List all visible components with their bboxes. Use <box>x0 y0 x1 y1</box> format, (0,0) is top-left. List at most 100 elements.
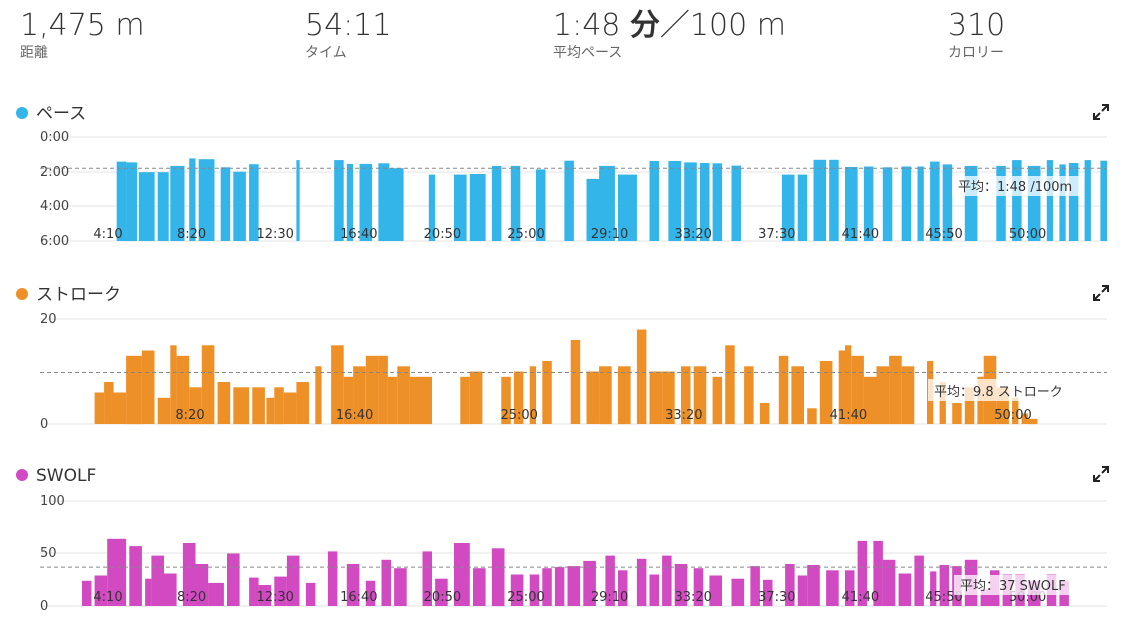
data-bar <box>1100 160 1107 241</box>
data-bar <box>387 168 404 241</box>
data-bar <box>750 566 760 606</box>
x-tick-label: 16:40 <box>340 590 377 605</box>
x-tick-label: 12:30 <box>256 590 293 605</box>
expand-icon[interactable] <box>1093 466 1109 482</box>
data-bar <box>274 387 284 425</box>
data-bar <box>182 543 196 606</box>
data-bar <box>807 565 820 606</box>
data-bar <box>529 574 540 606</box>
expand-icon[interactable] <box>1093 285 1109 301</box>
stat-calories-value: 310 <box>948 8 1006 43</box>
y-tick-label: 0:00 <box>40 130 69 145</box>
stat-pace-value: 1:48 分／100 m <box>553 8 786 44</box>
data-bar <box>397 366 410 425</box>
data-bar <box>930 571 937 606</box>
data-bar <box>126 162 138 241</box>
average-label-box <box>954 575 1082 595</box>
data-bar <box>797 174 808 241</box>
data-bar <box>378 163 390 241</box>
x-tick-label: 37:30 <box>758 590 795 605</box>
data-bar <box>759 403 770 424</box>
data-bar <box>145 578 152 606</box>
data-bar <box>649 574 659 606</box>
data-bar <box>274 576 287 606</box>
y-tick-label: 20 <box>40 312 57 327</box>
data-bar <box>1046 160 1054 241</box>
x-tick-label: 20:50 <box>424 227 461 242</box>
data-bar <box>583 560 596 606</box>
x-tick-label: 29:10 <box>591 590 628 605</box>
data-bar <box>618 174 637 241</box>
data-bar <box>189 387 202 425</box>
x-tick-label: 41:40 <box>830 408 867 423</box>
data-bar <box>491 165 502 241</box>
expand-arrow-sw <box>1093 293 1101 301</box>
data-bar <box>618 570 628 606</box>
data-bar <box>1012 160 1022 241</box>
data-bar <box>381 559 391 606</box>
data-bar <box>266 397 275 425</box>
y-tick-label: 2:00 <box>40 165 69 180</box>
data-bar <box>198 159 215 241</box>
y-tick-label: 50 <box>40 546 57 561</box>
expand-arrow-sw <box>1093 112 1101 120</box>
x-tick-label: 33:20 <box>665 408 702 423</box>
x-tick-label: 45:50 <box>925 590 962 605</box>
x-tick-label: 45:50 <box>925 227 962 242</box>
data-bar <box>491 548 505 607</box>
expand-arrow-sw <box>1093 474 1101 482</box>
data-bar <box>797 575 808 606</box>
data-bar <box>1059 164 1066 241</box>
data-bar <box>838 350 845 424</box>
data-bar <box>107 538 127 606</box>
data-bar <box>176 355 190 425</box>
average-label: 平均：37 SWOLF <box>960 579 1066 594</box>
x-tick-label: 20:50 <box>424 590 461 605</box>
data-bar <box>378 355 388 425</box>
data-bar <box>662 555 672 606</box>
data-bar <box>343 376 354 425</box>
chart-title: ストローク <box>36 285 121 305</box>
data-bar <box>807 408 817 425</box>
data-bar <box>315 366 322 425</box>
y-tick-label: 6:00 <box>40 234 69 249</box>
stat-pace-per: ／100 m <box>659 8 786 43</box>
data-bar <box>901 166 912 241</box>
data-bar <box>157 172 169 241</box>
data-bar <box>82 580 92 606</box>
data-bar <box>469 174 486 241</box>
x-tick-label: 50:00 <box>1009 227 1046 242</box>
expand-icon[interactable] <box>1093 104 1109 120</box>
data-bar <box>192 564 209 606</box>
data-bar <box>387 376 398 425</box>
data-bar <box>952 403 962 424</box>
x-tick-label: 8:20 <box>177 227 206 242</box>
data-bar <box>731 578 745 606</box>
data-bar <box>435 578 448 606</box>
x-tick-label: 25:00 <box>500 408 537 423</box>
data-bar <box>567 566 581 606</box>
data-bar <box>564 160 574 241</box>
data-bar <box>170 165 185 241</box>
data-bar <box>529 366 536 425</box>
data-bar <box>473 568 486 606</box>
stat-pace-number: 1:48 <box>553 8 630 43</box>
data-bar <box>1012 397 1019 425</box>
data-bar <box>365 580 376 606</box>
stat-time-label: タイム <box>305 45 347 61</box>
x-tick-label: 12:30 <box>256 227 293 242</box>
expand-arrow-ne <box>1101 285 1109 293</box>
data-bar <box>1084 160 1091 241</box>
data-bar <box>252 387 265 425</box>
legend-dot <box>16 107 28 119</box>
data-bar <box>781 174 795 241</box>
data-bar <box>889 355 902 425</box>
data-bar <box>334 160 344 241</box>
data-bar <box>189 158 196 241</box>
data-bar <box>469 371 483 424</box>
y-tick-label: 0 <box>40 599 48 614</box>
y-tick-label: 100 <box>40 494 65 509</box>
data-bar <box>813 159 827 241</box>
data-bar <box>422 376 432 425</box>
